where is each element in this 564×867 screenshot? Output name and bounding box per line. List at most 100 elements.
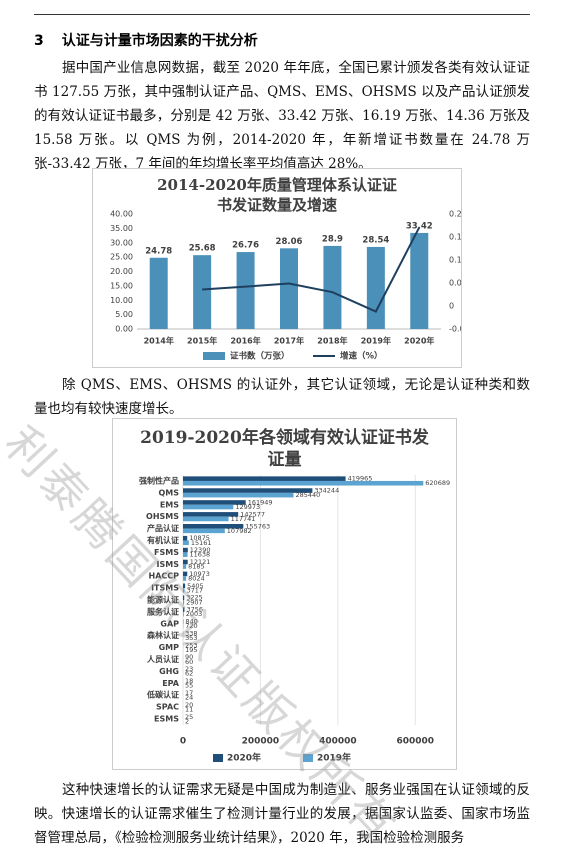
bar (183, 583, 186, 589)
data-label: 353 (185, 634, 197, 642)
y-tick-label: 25.00 (110, 253, 133, 262)
data-label: 8024 (188, 574, 205, 582)
data-label: 28.54 (362, 235, 389, 245)
bar (183, 476, 346, 481)
data-label: 28.9 (322, 234, 343, 244)
section-number: 3 (34, 33, 44, 49)
data-label: 12390 (190, 546, 211, 554)
data-label: 117741 (231, 515, 256, 523)
x-tick-label: 2020年 (404, 336, 434, 346)
y-tick-label: 40.00 (110, 210, 133, 219)
chart-title: 2014-2020年质量管理体系认证证书发证数量及增速 (157, 176, 397, 214)
y-tick-label: QMS (158, 488, 179, 497)
x-tick-label: 2017年 (274, 336, 304, 346)
chart: 0 200000 400000 600000 强制性产品 QMS EMS OHSMS 产品认证有… (139, 475, 450, 764)
data-label: 142577 (240, 510, 265, 518)
data-label: 24 (185, 694, 193, 702)
y-tick-label: 服务认证 (147, 606, 179, 616)
bar (183, 588, 185, 593)
data-label: 10875 (189, 534, 210, 542)
data-label: 11 (185, 705, 193, 713)
data-label: 90 (185, 653, 193, 661)
bar (183, 512, 239, 517)
bar (183, 504, 234, 510)
data-label: 55 (185, 682, 193, 690)
bar (183, 559, 188, 565)
data-label: 195 (185, 646, 197, 654)
bar (323, 245, 342, 329)
y-tick-label: GHG (159, 667, 179, 676)
bar (183, 552, 188, 557)
bar (183, 492, 294, 498)
legend-label: 2019年 (317, 752, 351, 764)
y-tick-label: 强制性产品 (139, 475, 179, 485)
x-tick-label: 0 (180, 737, 186, 747)
bar (183, 528, 225, 534)
legend-swatch (213, 754, 223, 762)
bar (410, 232, 429, 329)
data-label: 840 (185, 618, 197, 626)
data-label: 25.68 (189, 244, 216, 254)
bar (183, 523, 244, 529)
y-tick-label: 10.00 (110, 296, 133, 305)
data-label: 253 (185, 641, 197, 649)
data-label: 129973 (235, 503, 260, 511)
legend-label: 2020年 (227, 752, 261, 764)
y-tick-label: EMS (160, 500, 179, 509)
x-tick-label: 2019年 (361, 336, 391, 346)
data-label: 334244 (314, 487, 339, 495)
data-label: 60 (185, 658, 193, 666)
bar (183, 480, 424, 486)
data-label: 33.42 (406, 221, 433, 231)
bar (183, 516, 229, 522)
bar (183, 607, 185, 612)
y-tick-label: HACCP (149, 572, 180, 581)
growth-line (202, 226, 421, 313)
data-label: 720 (185, 622, 197, 630)
bar (183, 595, 185, 600)
paragraph: 除 QMS、EMS、OHSMS 的认证外，其它认证领域，无论是认证种类和数量也均… (34, 377, 530, 417)
paragraph: 据中国产业信息网数据，截至 2020 年年底，全国已累计颁发各类有效认证证书 1… (34, 60, 530, 172)
data-label: 620689 (425, 479, 450, 487)
x-tick-label: 200000 (242, 737, 280, 747)
y-tick-label: 低碳认证 (146, 690, 179, 700)
bar (183, 488, 313, 493)
data-label: 2003 (186, 610, 203, 618)
bar (183, 576, 187, 581)
y-tick-label: FSMS (154, 548, 179, 557)
bar (366, 246, 385, 329)
data-label: 8185 (188, 563, 205, 571)
y2-tick-label: 0.1 (449, 256, 461, 265)
chart: 0.00 5.00 10.00 15.00 20.00 25.00 30.00 35.00 40… (110, 210, 461, 362)
data-label: 15161 (191, 539, 212, 547)
y-tick-label: GMP (159, 643, 180, 652)
y2-tick-label: 0.2 (449, 210, 461, 219)
bar (236, 252, 255, 329)
chart-title: 2019-2020年各领域有效认证证书发证量 (140, 428, 429, 470)
data-label: 17 (185, 689, 193, 697)
y-tick-label: 0.00 (115, 325, 133, 334)
x-tick-label: 2015年 (187, 336, 217, 346)
bar (149, 257, 168, 329)
y-tick-label: 30.00 (110, 238, 133, 247)
data-label: 18 (185, 677, 193, 685)
legend-swatch (303, 754, 313, 762)
bar (183, 571, 188, 577)
y-tick-label: ISMS (157, 560, 180, 569)
data-label: 155763 (245, 522, 270, 530)
legend-label: 增速（%） (340, 351, 383, 362)
data-label: 285440 (296, 491, 321, 499)
y-tick-label: 15.00 (110, 281, 133, 290)
y-tick-label: 有机认证 (147, 535, 179, 545)
chart-box: 2019-2020年各领域有效认证证书发证量 0 200000 400000 6000… (112, 418, 457, 770)
data-label: 2907 (186, 598, 203, 606)
y-tick-label: 20.00 (110, 267, 133, 276)
y-tick-label: 能源认证 (147, 595, 179, 605)
x-tick-label: 2016年 (230, 336, 260, 346)
y-tick-label: 5.00 (115, 310, 133, 319)
bar (183, 540, 189, 546)
y-tick-label: 产品认证 (147, 523, 179, 533)
data-label: 28.06 (276, 237, 303, 247)
bar (193, 255, 212, 329)
